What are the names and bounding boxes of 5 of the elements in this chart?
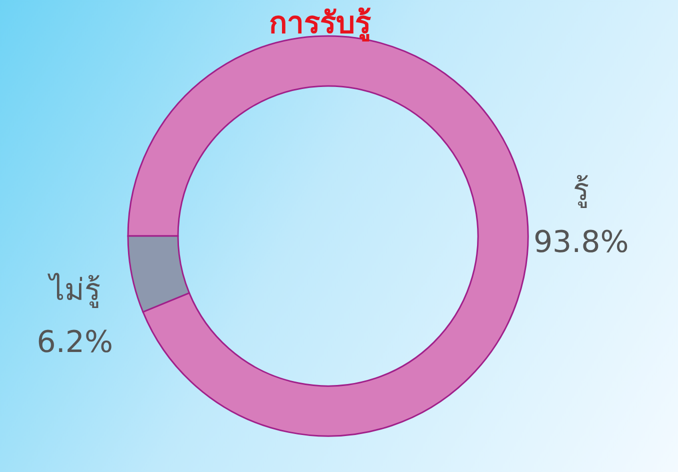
chart-title: การรับรู้ bbox=[269, 6, 371, 42]
data-label: 93.8% bbox=[533, 225, 629, 260]
data-label: 6.2% bbox=[36, 324, 113, 360]
slice-label: รู้ bbox=[573, 173, 590, 208]
slice-label: ไม่รู้ bbox=[47, 272, 100, 308]
